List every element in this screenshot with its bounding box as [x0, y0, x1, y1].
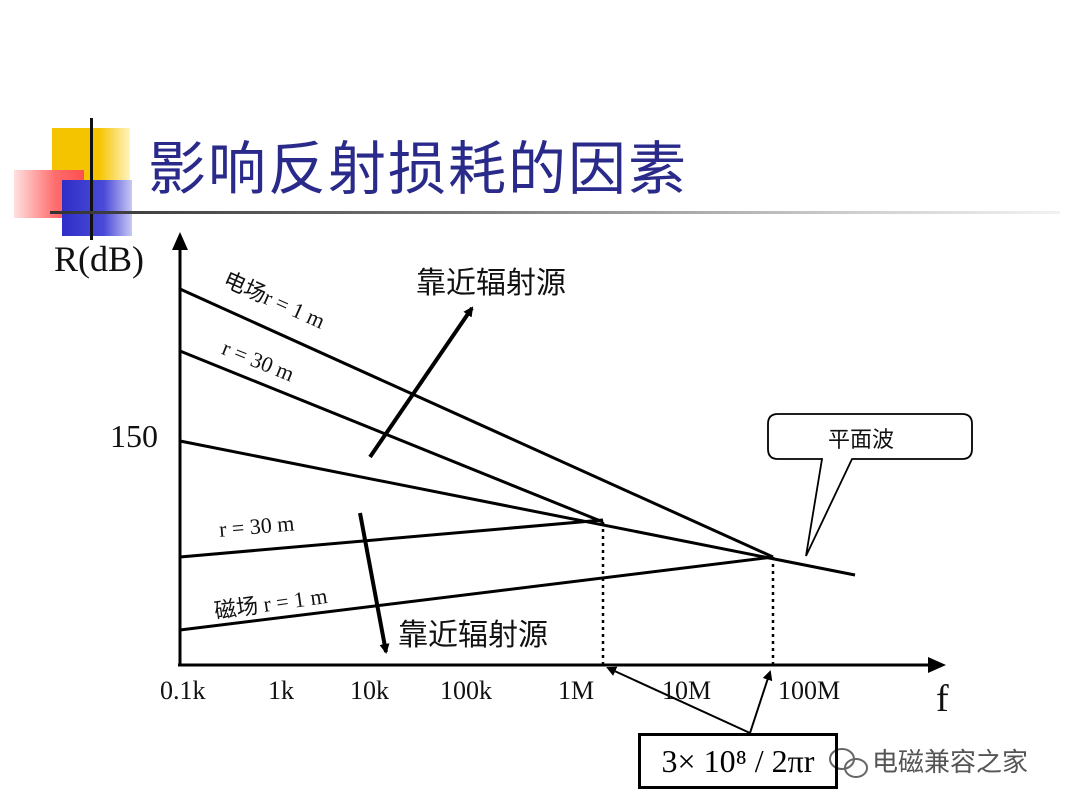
deco-horizontal-line: [50, 211, 1060, 214]
x-tick-10k: 10k: [350, 676, 389, 705]
y-tick-label-150: 150: [110, 418, 158, 454]
formula-box: 3× 10⁸ / 2πr: [638, 733, 838, 789]
line-e-field-1m: [179, 287, 774, 559]
watermark: 电磁兼容之家: [820, 742, 1028, 779]
y-axis-label: R(dB): [54, 239, 144, 279]
y-axis-arrow: [172, 232, 188, 250]
x-tick-10M: 10M: [662, 676, 712, 705]
deco-blue-block: [62, 180, 132, 236]
arrow-near-source-bottom: [358, 512, 390, 654]
label-near-source-top: 靠近辐射源: [416, 266, 566, 301]
x-axis-label: f: [936, 678, 949, 720]
x-tick-0.1k: 0.1k: [160, 676, 206, 705]
watermark-text: 电磁兼容之家: [872, 748, 1029, 778]
x-tick-1M: 1M: [558, 676, 595, 705]
line-h-field-30m: [179, 518, 604, 559]
page-title: 影响反射损耗的因素: [148, 135, 689, 203]
line-plane-wave: [179, 439, 856, 577]
line-e-field-30m: [179, 349, 604, 524]
wechat-icon: [829, 748, 868, 778]
x-tick-100k: 100k: [440, 676, 492, 705]
formula-text: 3× 10⁸ / 2πr: [661, 742, 815, 779]
label-plane-wave: 平面波: [828, 428, 895, 453]
label-near-source-bottom: 靠近辐射源: [398, 618, 548, 653]
x-tick-100M: 100M: [778, 676, 841, 705]
arrow-formula-to-1m: [606, 666, 751, 734]
arrow-near-source-top: [368, 306, 474, 459]
line-h-field-1m: [179, 555, 774, 632]
x-tick-1k: 1k: [268, 676, 294, 705]
deco-vertical-line: [90, 118, 93, 240]
plane-wave-callout: [767, 413, 973, 557]
x-axis-arrow: [928, 657, 946, 673]
arrow-formula-to-100m: [749, 670, 773, 734]
